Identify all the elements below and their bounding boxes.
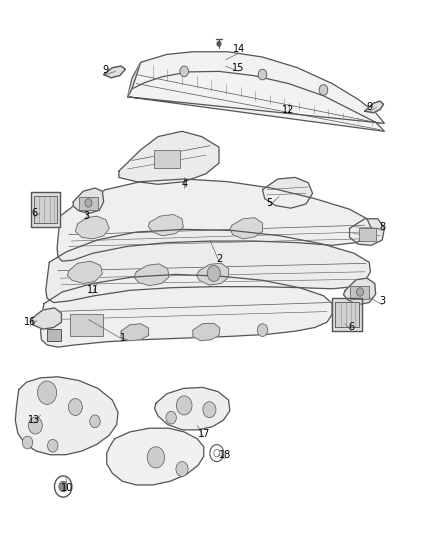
Polygon shape [335, 302, 359, 327]
Polygon shape [134, 264, 169, 286]
Polygon shape [121, 324, 148, 341]
Polygon shape [196, 263, 229, 285]
Text: 2: 2 [216, 254, 222, 263]
Circle shape [47, 439, 58, 452]
Text: 4: 4 [181, 179, 187, 189]
Bar [70, 314, 103, 336]
Text: 15: 15 [233, 63, 245, 72]
Bar [47, 329, 61, 341]
Circle shape [22, 436, 33, 449]
Polygon shape [119, 131, 219, 184]
Circle shape [180, 66, 188, 77]
Text: 10: 10 [60, 483, 73, 493]
Bar [350, 286, 369, 300]
Polygon shape [155, 387, 230, 430]
Bar [359, 228, 376, 241]
Polygon shape [350, 219, 385, 245]
Circle shape [357, 288, 364, 296]
Circle shape [258, 69, 267, 80]
Circle shape [85, 199, 92, 207]
Polygon shape [104, 66, 125, 78]
Text: 16: 16 [24, 317, 36, 327]
Polygon shape [15, 377, 118, 455]
Polygon shape [73, 188, 104, 214]
Polygon shape [46, 229, 371, 303]
Text: 17: 17 [198, 429, 210, 439]
Text: 11: 11 [87, 285, 99, 295]
Circle shape [177, 396, 192, 415]
Circle shape [214, 449, 220, 457]
Circle shape [68, 399, 82, 416]
Text: 5: 5 [266, 198, 272, 208]
Text: 18: 18 [219, 450, 232, 460]
Polygon shape [332, 298, 362, 331]
Text: 13: 13 [28, 415, 40, 425]
Polygon shape [31, 192, 60, 227]
Circle shape [203, 402, 216, 418]
Circle shape [257, 324, 268, 336]
Polygon shape [57, 179, 371, 261]
Polygon shape [343, 278, 376, 305]
Text: 3: 3 [379, 296, 385, 306]
Circle shape [176, 462, 188, 477]
Circle shape [38, 381, 57, 405]
Text: 3: 3 [83, 211, 89, 221]
Polygon shape [262, 177, 313, 208]
Polygon shape [230, 217, 262, 239]
Text: 9: 9 [366, 102, 372, 112]
Polygon shape [41, 274, 332, 347]
Text: 1: 1 [120, 333, 126, 343]
Text: 6: 6 [31, 208, 37, 219]
Polygon shape [127, 52, 385, 131]
Circle shape [207, 265, 220, 281]
Text: 14: 14 [233, 44, 245, 54]
Polygon shape [32, 308, 61, 329]
Circle shape [147, 447, 165, 468]
Polygon shape [127, 62, 141, 97]
Text: 8: 8 [379, 222, 385, 232]
Polygon shape [107, 428, 204, 485]
Polygon shape [67, 261, 102, 284]
Polygon shape [193, 323, 220, 341]
Circle shape [319, 85, 328, 95]
Circle shape [28, 417, 42, 434]
Circle shape [210, 445, 224, 462]
Polygon shape [75, 216, 110, 239]
Circle shape [90, 415, 100, 427]
Circle shape [54, 476, 72, 497]
Polygon shape [365, 101, 384, 113]
Bar [154, 150, 180, 168]
Polygon shape [34, 196, 57, 223]
Text: 12: 12 [283, 105, 295, 115]
Text: 6: 6 [349, 322, 355, 333]
Text: 9: 9 [103, 66, 109, 75]
Bar [79, 197, 99, 211]
Circle shape [59, 481, 67, 492]
Circle shape [217, 41, 221, 46]
Circle shape [166, 411, 177, 424]
Polygon shape [148, 215, 184, 236]
